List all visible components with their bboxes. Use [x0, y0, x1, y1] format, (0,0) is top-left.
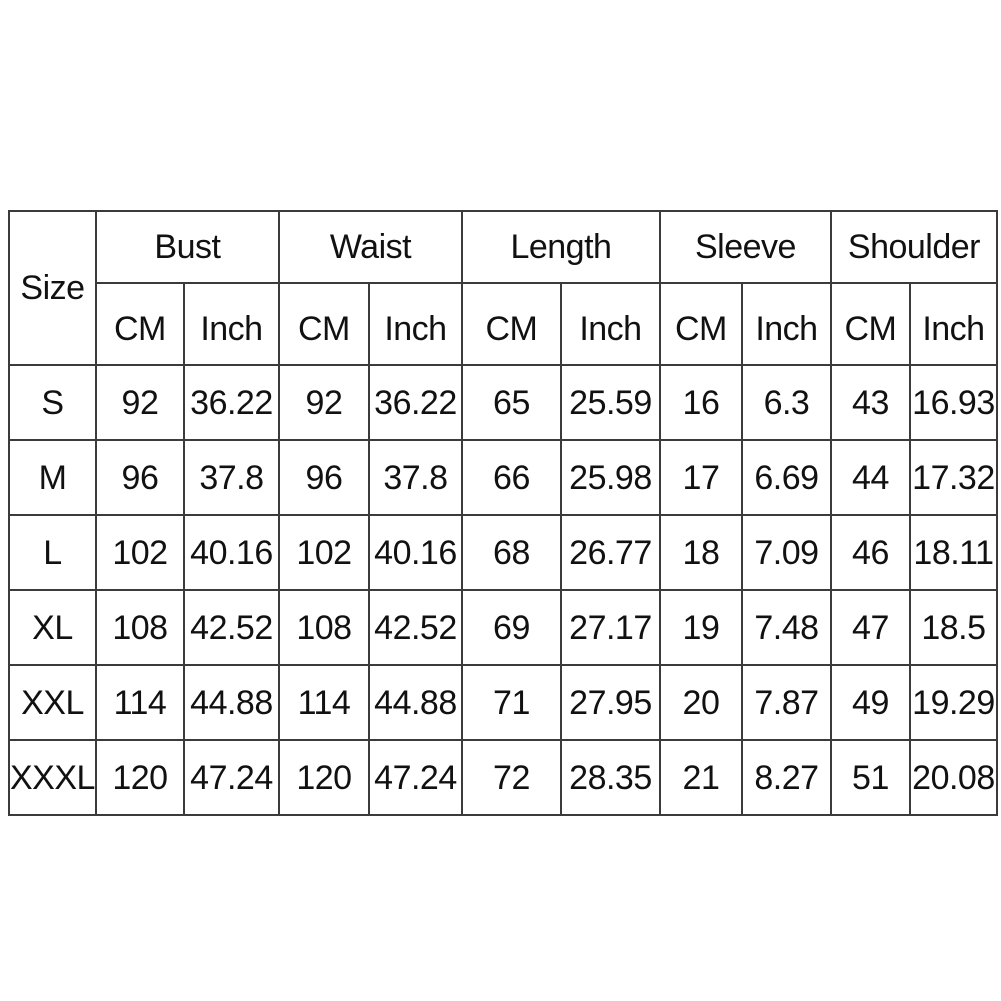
- group-header-shoulder: Shoulder: [829, 210, 998, 284]
- value-cell-sleeve-cm: 19: [658, 589, 743, 666]
- value-cell-length-inch: 27.95: [559, 664, 661, 741]
- size-cell: L: [8, 514, 97, 591]
- unit-header-shoulder-inch: Inch: [908, 282, 998, 366]
- value-cell-length-cm: 69: [460, 589, 562, 666]
- group-header-bust: Bust: [94, 210, 280, 284]
- value-cell-bust-inch: 47.24: [182, 739, 280, 816]
- value-cell-sleeve-inch: 7.87: [740, 664, 832, 741]
- value-cell-length-cm: 65: [460, 364, 562, 441]
- value-cell-shoulder-inch: 18.11: [908, 514, 998, 591]
- size-column-header: Size: [8, 210, 97, 366]
- value-cell-length-cm: 66: [460, 439, 562, 516]
- value-cell-waist-inch: 40.16: [367, 514, 463, 591]
- value-cell-sleeve-inch: 6.3: [740, 364, 832, 441]
- value-cell-shoulder-inch: 17.32: [908, 439, 998, 516]
- size-cell: XL: [8, 589, 97, 666]
- value-cell-shoulder-cm: 47: [829, 589, 911, 666]
- value-cell-waist-inch: 42.52: [367, 589, 463, 666]
- value-cell-shoulder-cm: 43: [829, 364, 911, 441]
- value-cell-shoulder-inch: 16.93: [908, 364, 998, 441]
- value-cell-length-cm: 68: [460, 514, 562, 591]
- unit-header-length-inch: Inch: [559, 282, 661, 366]
- unit-header-length-cm: CM: [460, 282, 562, 366]
- value-cell-bust-cm: 120: [94, 739, 185, 816]
- value-cell-bust-inch: 36.22: [182, 364, 280, 441]
- value-cell-bust-cm: 114: [94, 664, 185, 741]
- value-cell-length-inch: 25.98: [559, 439, 661, 516]
- value-cell-shoulder-cm: 46: [829, 514, 911, 591]
- unit-header-bust-cm: CM: [94, 282, 185, 366]
- value-cell-shoulder-cm: 49: [829, 664, 911, 741]
- unit-header-sleeve-cm: CM: [658, 282, 743, 366]
- value-cell-waist-inch: 37.8: [367, 439, 463, 516]
- table-row-xl: XL 108 42.52 108 42.52 69 27.17 19 7.48 …: [8, 589, 998, 666]
- value-cell-sleeve-inch: 8.27: [740, 739, 832, 816]
- value-cell-waist-inch: 36.22: [367, 364, 463, 441]
- value-cell-length-inch: 28.35: [559, 739, 661, 816]
- unit-header-bust-inch: Inch: [182, 282, 280, 366]
- value-cell-sleeve-cm: 17: [658, 439, 743, 516]
- size-chart-table: Size Bust Waist Length Sleeve Shoulder C…: [8, 210, 998, 816]
- value-cell-waist-cm: 102: [277, 514, 370, 591]
- value-cell-sleeve-inch: 7.09: [740, 514, 832, 591]
- value-cell-bust-inch: 44.88: [182, 664, 280, 741]
- value-cell-length-cm: 72: [460, 739, 562, 816]
- table-row-s: S 92 36.22 92 36.22 65 25.59 16 6.3 43 1…: [8, 364, 998, 441]
- size-cell: M: [8, 439, 97, 516]
- size-cell: XXXL: [8, 739, 97, 816]
- value-cell-sleeve-cm: 20: [658, 664, 743, 741]
- table-row-m: M 96 37.8 96 37.8 66 25.98 17 6.69 44 17…: [8, 439, 998, 516]
- value-cell-waist-cm: 92: [277, 364, 370, 441]
- value-cell-length-inch: 25.59: [559, 364, 661, 441]
- value-cell-sleeve-inch: 6.69: [740, 439, 832, 516]
- value-cell-length-inch: 27.17: [559, 589, 661, 666]
- size-cell: S: [8, 364, 97, 441]
- value-cell-length-inch: 26.77: [559, 514, 661, 591]
- value-cell-shoulder-inch: 19.29: [908, 664, 998, 741]
- unit-header-waist-inch: Inch: [367, 282, 463, 366]
- group-header-length: Length: [460, 210, 661, 284]
- value-cell-sleeve-inch: 7.48: [740, 589, 832, 666]
- size-cell: XXL: [8, 664, 97, 741]
- unit-header-sleeve-inch: Inch: [740, 282, 832, 366]
- unit-header-row: CM Inch CM Inch CM Inch CM Inch CM Inch: [9, 282, 998, 366]
- value-cell-bust-cm: 96: [94, 439, 185, 516]
- value-cell-bust-inch: 42.52: [182, 589, 280, 666]
- unit-header-shoulder-cm: CM: [829, 282, 911, 366]
- value-cell-shoulder-inch: 20.08: [908, 739, 998, 816]
- value-cell-waist-inch: 44.88: [367, 664, 463, 741]
- value-cell-shoulder-cm: 44: [829, 439, 911, 516]
- value-cell-waist-cm: 96: [277, 439, 370, 516]
- value-cell-shoulder-inch: 18.5: [908, 589, 998, 666]
- value-cell-bust-cm: 102: [94, 514, 185, 591]
- group-header-row: Size Bust Waist Length Sleeve Shoulder: [8, 210, 998, 366]
- value-cell-bust-cm: 92: [94, 364, 185, 441]
- value-cell-shoulder-cm: 51: [829, 739, 911, 816]
- table-row-xxxl: XXXL 120 47.24 120 47.24 72 28.35 21 8.2…: [8, 739, 998, 816]
- value-cell-waist-cm: 120: [277, 739, 370, 816]
- value-cell-sleeve-cm: 18: [658, 514, 743, 591]
- value-cell-waist-cm: 114: [277, 664, 370, 741]
- value-cell-waist-inch: 47.24: [367, 739, 463, 816]
- unit-header-waist-cm: CM: [277, 282, 370, 366]
- group-header-sleeve: Sleeve: [658, 210, 832, 284]
- value-cell-bust-inch: 37.8: [182, 439, 280, 516]
- group-header-waist: Waist: [277, 210, 463, 284]
- table-row-xxl: XXL 114 44.88 114 44.88 71 27.95 20 7.87…: [8, 664, 998, 741]
- value-cell-bust-cm: 108: [94, 589, 185, 666]
- value-cell-length-cm: 71: [460, 664, 562, 741]
- table-row-l: L 102 40.16 102 40.16 68 26.77 18 7.09 4…: [8, 514, 998, 591]
- value-cell-sleeve-cm: 21: [658, 739, 743, 816]
- value-cell-waist-cm: 108: [277, 589, 370, 666]
- value-cell-bust-inch: 40.16: [182, 514, 280, 591]
- value-cell-sleeve-cm: 16: [658, 364, 743, 441]
